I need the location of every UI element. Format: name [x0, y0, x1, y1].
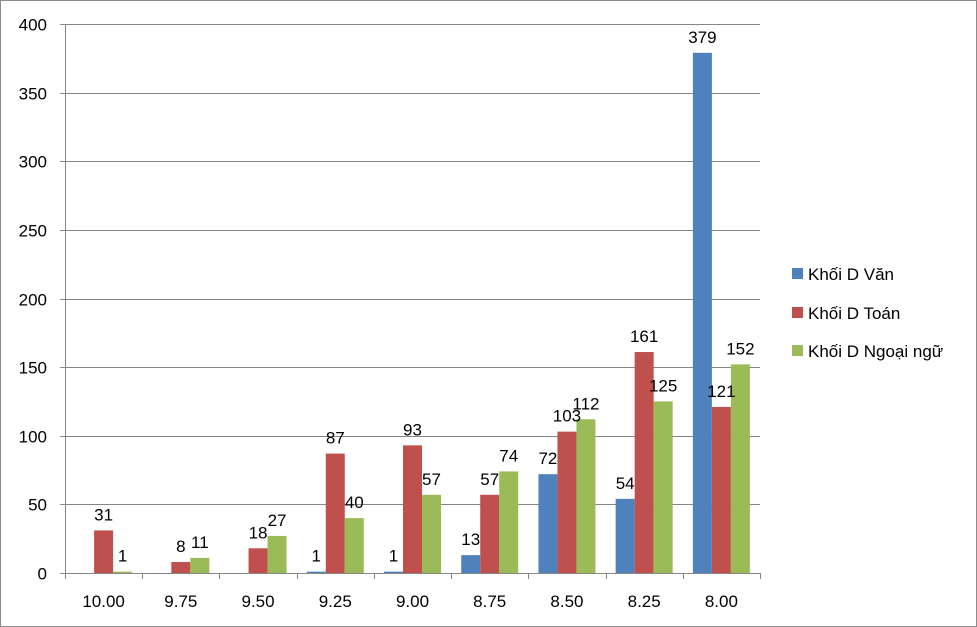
- data-label: 74: [499, 446, 518, 465]
- y-tick-label: 150: [19, 359, 47, 378]
- data-label: 93: [403, 420, 422, 439]
- data-label: 103: [553, 407, 581, 426]
- data-label: 57: [422, 470, 441, 489]
- y-tick-label: 250: [19, 222, 47, 241]
- x-tick-label: 9.25: [319, 592, 352, 611]
- x-tick-label: 9.50: [242, 592, 275, 611]
- data-label: 54: [616, 474, 635, 493]
- bar: [576, 419, 596, 573]
- bar: [538, 474, 558, 573]
- data-label: 11: [191, 533, 209, 552]
- bar: [711, 406, 731, 573]
- bar: [384, 571, 403, 573]
- legend: Khối D Văn Khối D Toán Khối D Ngoại ngữ: [792, 265, 943, 361]
- legend-label: Khối D Văn: [808, 265, 894, 284]
- x-tick-label: 10.00: [82, 592, 125, 611]
- bar: [557, 431, 577, 573]
- bar: [422, 494, 441, 573]
- data-label: 161: [630, 327, 658, 346]
- bar: [403, 445, 422, 573]
- bar: [248, 548, 268, 573]
- bar: [461, 555, 481, 573]
- data-label: 125: [649, 376, 677, 395]
- y-tick-label: 300: [19, 153, 47, 172]
- data-label: 31: [94, 505, 113, 524]
- bar: [190, 557, 210, 573]
- data-label: 8: [176, 537, 185, 556]
- data-label: 57: [480, 470, 499, 489]
- x-tick-label: 8.25: [628, 592, 661, 611]
- data-label: 1: [389, 547, 398, 566]
- legend-label: Khối D Ngoại ngữ: [808, 342, 943, 361]
- bar: [267, 535, 287, 573]
- bar: [325, 453, 345, 573]
- legend-swatch: [792, 307, 803, 318]
- data-label: 18: [249, 523, 268, 542]
- bar: [480, 494, 500, 573]
- legend-label: Khối D Toán: [808, 304, 900, 323]
- data-label: 152: [726, 339, 754, 358]
- x-axis: 10.00 9.75 9.50 9.25 9.00 8.75 8.50 8.25 8.00: [65, 573, 761, 611]
- data-label: 1: [312, 547, 321, 566]
- x-tick-label: 9.00: [396, 592, 429, 611]
- bar: [306, 571, 326, 573]
- legend-swatch: [792, 268, 803, 279]
- data-label: 121: [707, 382, 735, 401]
- bar: [171, 562, 191, 573]
- bar: [499, 471, 519, 573]
- data-label: 27: [268, 511, 287, 530]
- x-tick-label: 8.50: [550, 592, 583, 611]
- data-label: 1: [118, 547, 127, 566]
- x-tick-label: 9.75: [164, 592, 197, 611]
- data-label: 379: [688, 28, 716, 47]
- x-tick-label: 8.00: [705, 592, 738, 611]
- bar: [692, 52, 712, 573]
- bar: [615, 498, 635, 573]
- data-label: 112: [572, 394, 599, 413]
- bar: [653, 401, 673, 573]
- data-label: 72: [538, 449, 557, 468]
- legend-swatch: [792, 345, 803, 356]
- y-tick-label: 350: [19, 85, 47, 104]
- y-tick-label: 100: [19, 428, 47, 447]
- y-tick-label: 50: [28, 496, 47, 515]
- data-label: 13: [461, 530, 480, 549]
- bar: [634, 352, 654, 573]
- bar: [113, 571, 133, 573]
- bar: [730, 364, 750, 573]
- bar: [344, 518, 364, 573]
- data-label: 87: [326, 429, 345, 448]
- y-tick-label: 400: [19, 16, 47, 35]
- y-axis: 0 50 100 150 200 250 300 350 400: [19, 16, 66, 584]
- bar: [94, 530, 114, 573]
- bars: [94, 52, 750, 573]
- data-label: 40: [345, 493, 364, 512]
- y-tick-label: 0: [38, 565, 47, 584]
- y-tick-label: 200: [19, 291, 47, 310]
- x-tick-label: 8.75: [473, 592, 506, 611]
